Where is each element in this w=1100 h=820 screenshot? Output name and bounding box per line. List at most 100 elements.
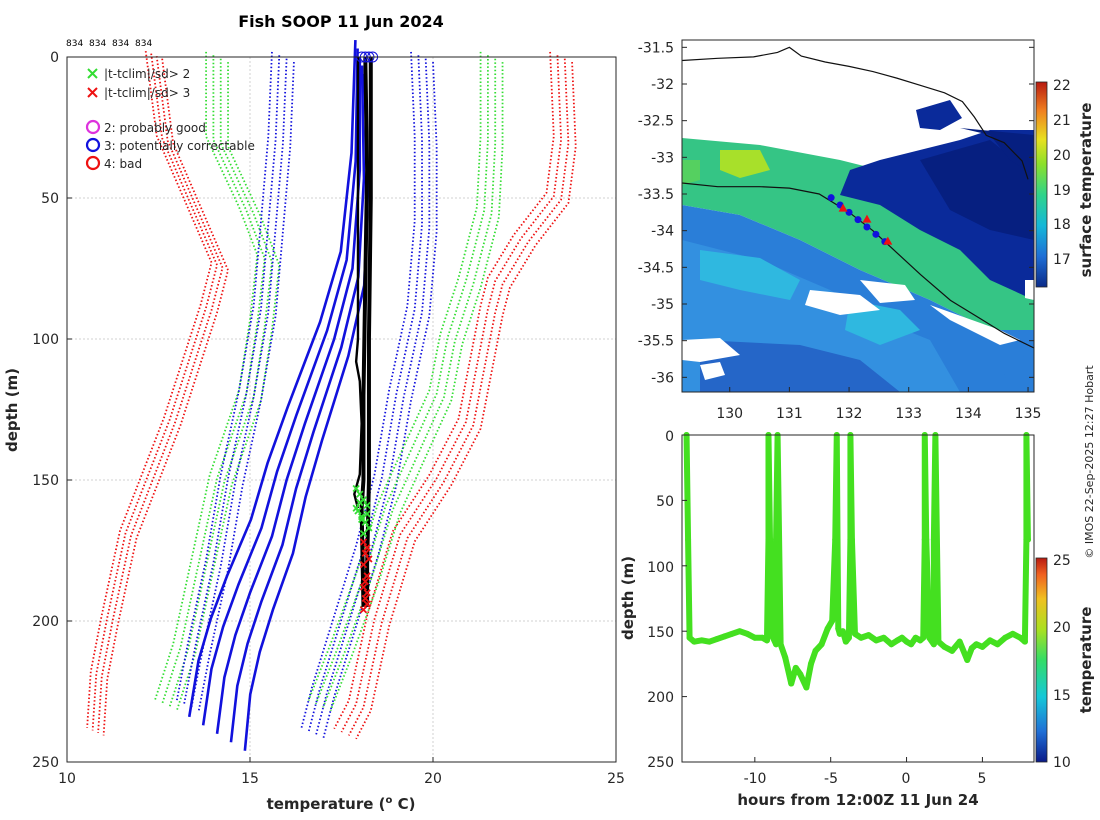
red-circle-icon [85, 155, 101, 171]
y-tick-label: -36 [651, 370, 674, 386]
sst-cb-tick: 21 [1053, 113, 1071, 129]
id-label: 834 [89, 39, 106, 49]
sst-colorbar [1035, 81, 1048, 288]
x-tick-label: 130 [716, 406, 743, 422]
watermark: © IMOS 22-Sep-2025 12:27 Hobart [1083, 365, 1096, 559]
depth-point [930, 641, 937, 648]
depth-point [759, 634, 766, 641]
depth-point [923, 536, 930, 543]
legend-entry: 4: bad [85, 155, 142, 171]
clim-red-right-line [333, 51, 555, 730]
depth-point [848, 536, 855, 543]
x-tick-label: 133 [895, 406, 922, 422]
depth-point [987, 637, 993, 644]
track-point [854, 216, 862, 224]
track-point [872, 230, 880, 238]
legend-entry: 2: probably good [85, 119, 206, 135]
temp-cb-tick: 20 [1053, 620, 1071, 636]
clim-blue-left-line [175, 51, 273, 701]
climatology-mean-line [201, 48, 359, 726]
profile-3 [365, 57, 373, 607]
red-flag-marker [363, 589, 371, 597]
clim-red-left-line [97, 56, 224, 734]
x-tick-label: 20 [424, 771, 442, 787]
depth-point [736, 628, 743, 635]
depth-point [1009, 630, 1016, 637]
map-ticks: 130 131 132 133 134 135 -31.5 -32 -32.5 -33 -33.5 -… [638, 40, 1042, 422]
flag-point [862, 214, 872, 223]
map-frame [681, 39, 1035, 393]
x-tick-label: 131 [776, 406, 803, 422]
red-flag-marker [363, 572, 371, 580]
y-tick-label: -34 [651, 224, 674, 240]
depth-point [873, 637, 880, 644]
depth-time-chart: 0 50 100 150 200 250 -10 -5 0 5 hours fr… [619, 429, 1095, 809]
y-tick-label: -33 [651, 150, 674, 166]
sst-cb-tick: 19 [1053, 183, 1071, 199]
y-tick-label: -31.5 [638, 40, 674, 56]
legend-label: |t-tclim|/sd> 2 [104, 67, 190, 81]
clim-red-left-line [91, 53, 219, 731]
depth-point [964, 656, 971, 663]
y-tick-label: 100 [32, 332, 59, 348]
legend: |t-tclim|/sd> 2 |t-tclim|/sd> 3 2: proba… [85, 67, 255, 171]
depth-point [807, 660, 814, 667]
depth-point [851, 630, 858, 637]
depth-track [683, 432, 1031, 691]
clim-red-right-line [340, 55, 563, 733]
depth-point [818, 641, 825, 648]
depth-point [894, 637, 901, 644]
y-tick-label: 0 [50, 50, 59, 66]
depth-point [835, 625, 842, 632]
coastline [682, 46, 1029, 180]
axes-box [66, 56, 617, 763]
depth-point [956, 638, 963, 645]
temp-colorbar-label: temperature [1077, 607, 1095, 714]
y-tick-label: 250 [32, 755, 59, 771]
depth-point [865, 632, 872, 639]
x-tick-label: 0 [902, 771, 911, 787]
depth-point [845, 634, 852, 641]
id-label: 834 [66, 39, 83, 49]
magenta-circle-icon [85, 119, 101, 135]
legend-label: 3: potentially correctable [104, 139, 255, 153]
red-flag-marker [361, 577, 369, 586]
track-point [863, 223, 871, 231]
sst-cb-tick: 20 [1053, 148, 1071, 164]
y-tick-label: -34.5 [638, 260, 674, 276]
red-flag-marker [363, 600, 371, 608]
y-tick-label: 0 [665, 429, 674, 445]
red-flag-marker [361, 549, 369, 557]
legend-label: 4: bad [104, 157, 142, 171]
green-flag-marker [352, 504, 360, 512]
ship-track [682, 182, 1034, 349]
x-tick-label: -5 [824, 771, 838, 787]
profile-2 [359, 56, 370, 607]
legend-label: 2: probably good [104, 121, 206, 135]
depth-point [792, 664, 799, 671]
depth-point [713, 636, 720, 643]
y-tick-label: -33.5 [638, 187, 674, 203]
sst-colorbar-label: surface temperature [1077, 103, 1095, 278]
legend-label: |t-tclim|/sd> 3 [104, 86, 190, 100]
y-tick-label: 50 [41, 191, 59, 207]
y-tick-label: -35 [651, 297, 674, 313]
profile-lines [86, 40, 577, 751]
depth-point [767, 536, 773, 543]
depth-point [797, 671, 804, 678]
depth-point [908, 641, 915, 648]
depth-point [834, 536, 841, 543]
depth-point [839, 628, 846, 635]
y-tick-label: 200 [647, 690, 674, 706]
clim-green-right-line [315, 55, 489, 705]
track-point [827, 194, 835, 202]
legend-entry: |t-tclim|/sd> 3 [87, 86, 190, 100]
clim-blue-right-line [300, 51, 416, 729]
depth-point [812, 647, 819, 654]
x-tick-label: 135 [1015, 406, 1042, 422]
green-flag-marker [363, 510, 371, 518]
climatology-mean-line [215, 57, 362, 734]
x-axis-label: temperature (o C) [267, 795, 416, 813]
x-tick-label: 10 [58, 771, 76, 787]
x-axis-label: hours from 12:00Z 11 Jun 24 [737, 791, 978, 809]
